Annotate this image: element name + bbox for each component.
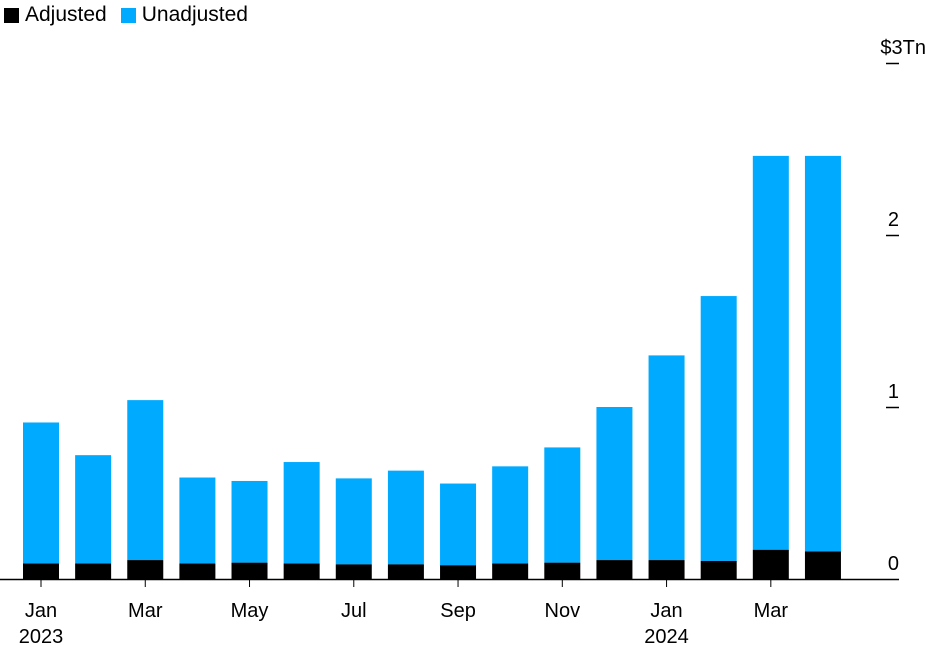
x-tick-label-6: Jul (341, 600, 367, 622)
x-tick-label-0: Jan (25, 600, 57, 622)
bar-adjusted-1 (23, 563, 59, 579)
legend-swatch-adjusted (4, 7, 19, 23)
bar-adjusted-9 (440, 565, 477, 579)
bar-unadjusted-3 (127, 400, 164, 561)
bar-adjusted-13 (648, 560, 685, 579)
bar-adjusted-6 (283, 563, 320, 579)
bar-adjusted-2 (75, 563, 112, 579)
x-tick-year-12: 2024 (644, 626, 689, 648)
legend-item-adjusted: Adjusted (4, 3, 107, 27)
y-tick-label-1: 1 (888, 381, 899, 403)
bar-adjusted-4 (179, 563, 216, 579)
bar-adjusted-14 (700, 560, 737, 579)
legend-label-unadjusted: Unadjusted (141, 3, 248, 26)
x-tick-label-2: Mar (128, 600, 163, 622)
x-tick-year-0: 2023 (19, 626, 64, 648)
bar-unadjusted-8 (387, 470, 424, 565)
x-tick-label-10: Nov (545, 600, 581, 622)
x-tick-label-14: Mar (754, 600, 789, 622)
bar-adjusted-7 (335, 564, 372, 579)
bar-adjusted-11 (544, 562, 581, 579)
bar-unadjusted-14 (700, 296, 737, 561)
x-tick-label-8: Sep (440, 600, 476, 622)
bar-adjusted-10 (492, 563, 529, 579)
bar-unadjusted-9 (440, 483, 477, 566)
bar-adjusted-8 (387, 564, 424, 579)
y-tick-label-3: $3Tn (880, 37, 926, 59)
bar-unadjusted-4 (179, 477, 216, 564)
bar-adjusted-15 (752, 549, 789, 579)
bar-unadjusted-6 (283, 462, 320, 564)
bar-unadjusted-16 (804, 155, 841, 552)
bar-adjusted-12 (596, 560, 633, 579)
legend-label-adjusted: Adjusted (25, 3, 107, 26)
bar-unadjusted-11 (544, 447, 581, 563)
legend: Adjusted Unadjusted (4, 2, 248, 28)
x-tick-label-12: Jan (650, 600, 682, 622)
bar-unadjusted-10 (492, 466, 529, 564)
y-tick-label-0: 0 (888, 553, 899, 575)
bar-adjusted-5 (231, 562, 268, 579)
bar-adjusted-3 (127, 560, 164, 579)
bar-unadjusted-2 (75, 455, 112, 564)
bar-unadjusted-7 (335, 478, 372, 565)
legend-swatch-unadjusted (120, 7, 136, 23)
bar-unadjusted-5 (231, 480, 268, 563)
bar-adjusted-16 (804, 551, 841, 579)
legend-item-unadjusted: Unadjusted (120, 3, 248, 27)
x-tick-label-4: May (231, 600, 269, 622)
y-tick-label-2: 2 (888, 209, 899, 231)
bar-unadjusted-15 (752, 155, 789, 550)
bar-unadjusted-1 (23, 422, 59, 564)
bar-unadjusted-12 (596, 407, 633, 561)
bar-unadjusted-13 (648, 355, 685, 561)
